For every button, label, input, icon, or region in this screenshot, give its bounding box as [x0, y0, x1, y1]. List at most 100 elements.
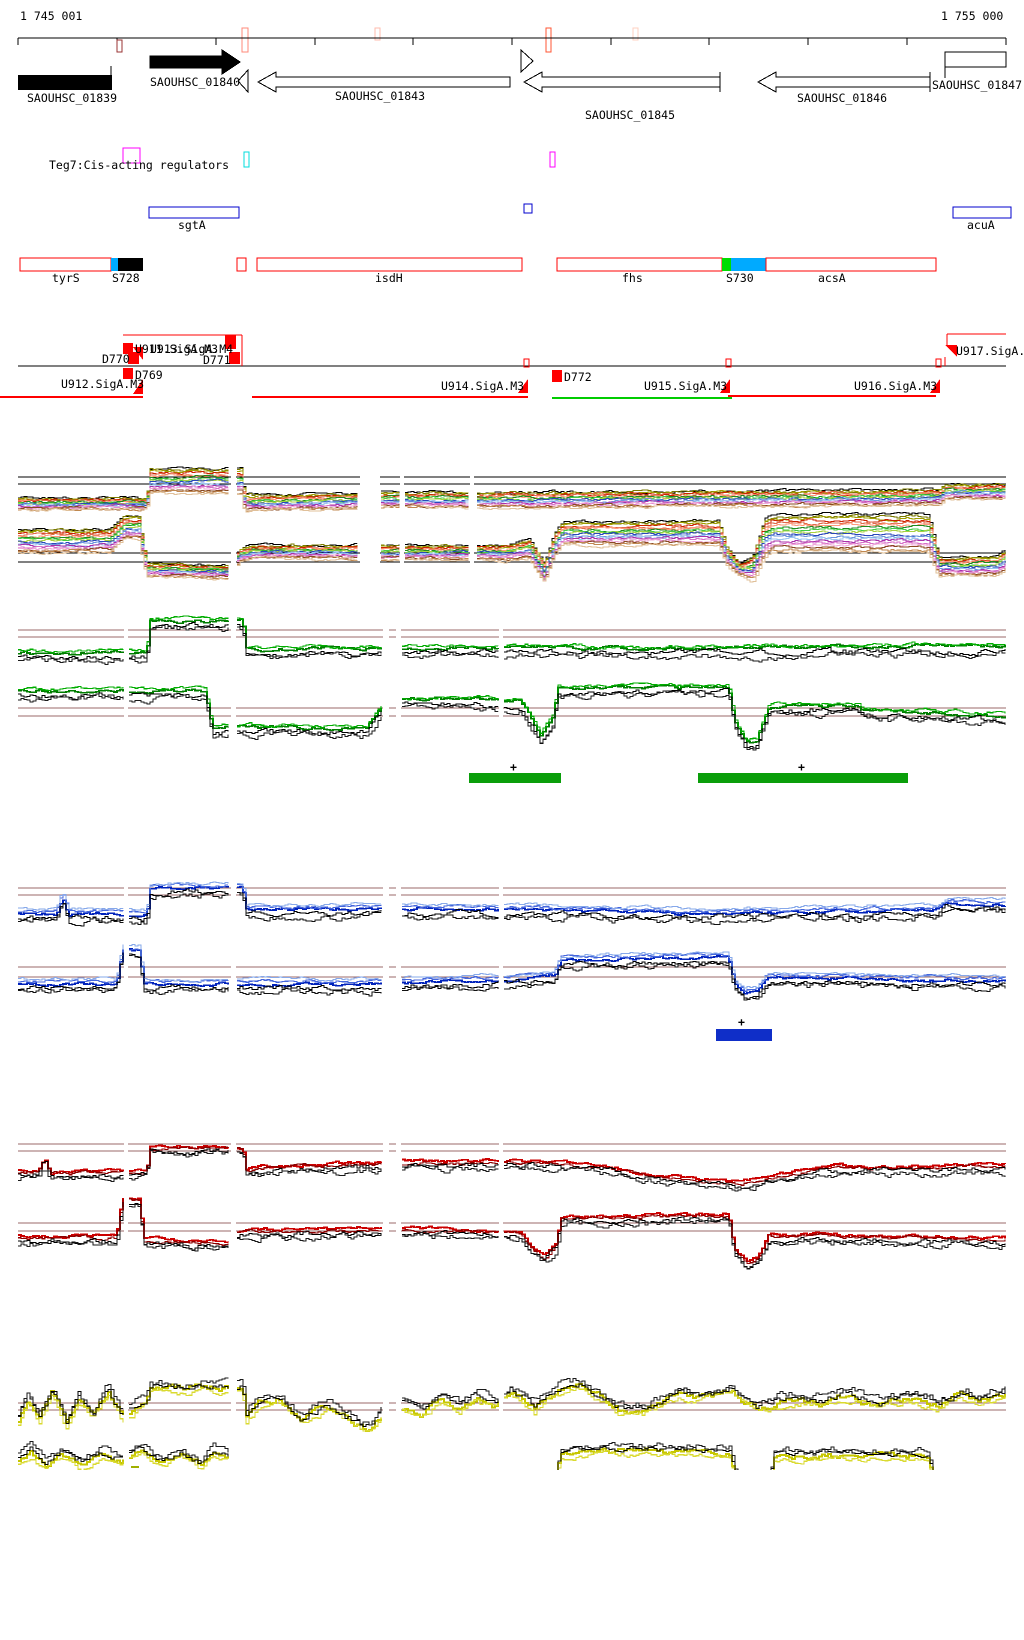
ruler-mark-2 [241, 27, 249, 53]
enriched-bar-green-1 [469, 773, 561, 783]
track-yellow-minus-series-3 [237, 1471, 381, 1479]
track-blue-plus-series-3 [18, 903, 124, 922]
track-green-plus-series-1 [237, 617, 382, 650]
track-yellow-plus [18, 1377, 1006, 1432]
track-red-plus [18, 1143, 1006, 1192]
track-blue-plus [18, 881, 1006, 927]
track-green-minus-series-1 [18, 685, 124, 692]
track-red-plus-series-3 [18, 1170, 124, 1182]
track-red-plus-series-3 [402, 1164, 499, 1174]
enriched-bar-green-2 [698, 773, 908, 783]
track-green-minus-series-3 [237, 717, 382, 740]
track-blue-minus-series-2 [129, 944, 228, 983]
gene-label-acuA: acuA [967, 218, 995, 232]
enriched-plus-label-1: + [510, 760, 517, 774]
ruler-mark-4 [545, 27, 552, 53]
gene-label-01839: SAOUHSC_01839 [27, 91, 118, 105]
track-yellow-minus-series-2 [18, 1446, 123, 1465]
track-all-minus-series-2 [477, 515, 1006, 566]
track-green-plus-series-1 [129, 615, 229, 652]
track-blue-minus-series-2 [237, 975, 382, 982]
promoter-label-u913: U913.SigA.M4 [150, 342, 234, 356]
track-red-plus-series-1 [18, 1160, 124, 1176]
gene-01843-arrow [256, 71, 511, 93]
track-blue-plus-series-4 [18, 903, 124, 927]
track-blue-minus-series-4 [237, 987, 382, 997]
track-blue-minus [18, 944, 1006, 1001]
track-green-plus-series-2 [504, 647, 1006, 657]
track-yellow-plus-series-2 [18, 1389, 124, 1424]
track-blue-plus-series-3 [129, 888, 229, 922]
track-red-plus-series-3 [504, 1166, 1006, 1192]
track-green-minus-series-1 [402, 695, 499, 701]
promoter-u912-flag [133, 379, 143, 394]
track-blue-plus-series-4 [402, 914, 499, 921]
enriched-plus-label-3: + [738, 1015, 745, 1029]
track-all-plus-series-14 [405, 502, 469, 507]
green-seg [722, 258, 731, 271]
track-yellow-plus-series-1 [402, 1398, 499, 1418]
track-blue-minus-series-0 [504, 955, 1006, 995]
gene-acuA-box [952, 206, 1012, 219]
track-blue-plus-series-0 [504, 901, 1006, 916]
track-blue-plus-series-2 [129, 881, 229, 911]
track-blue-minus-series-0 [129, 948, 229, 988]
gene-label-S728: S728 [112, 271, 140, 285]
track-blue-plus-series-2 [504, 896, 1006, 911]
promoter-u914-flag [518, 379, 528, 393]
track-green-plus-series-3 [18, 655, 124, 665]
track-blue-minus-series-2 [18, 944, 124, 981]
track-yellow-plus-series-3 [18, 1384, 124, 1421]
track-blue-minus-series-3 [237, 984, 382, 991]
track-yellow-plus-series-2 [402, 1392, 499, 1410]
track-red-minus-series-3 [129, 1204, 229, 1252]
track-red-plus-series-1 [504, 1160, 1006, 1186]
blue-small-box [523, 203, 533, 214]
track-green-plus-series-3 [504, 650, 1006, 663]
track-yellow-minus-series-0 [237, 1480, 381, 1487]
enriched-bar-blue [716, 1029, 772, 1041]
track-yellow-minus-series-3 [129, 1442, 229, 1463]
srna-S730-box [731, 258, 766, 271]
gene-01846-arrow [756, 71, 931, 93]
track-blue-plus-series-0 [18, 899, 124, 917]
track-yellow-minus-series-1 [18, 1457, 124, 1470]
track-blue-plus-series-4 [237, 892, 382, 922]
gene-label-01846: SAOUHSC_01846 [797, 91, 888, 105]
track-green-minus [18, 682, 1006, 751]
terminator-label-d772: D772 [564, 370, 592, 384]
gene-01845-arrow [522, 71, 721, 93]
track-red-minus-series-1 [402, 1229, 499, 1234]
track-blue-plus-series-4 [504, 907, 1006, 926]
track-all-minus-series-17 [405, 558, 469, 562]
track-yellow-plus-series-0 [18, 1389, 124, 1424]
track-all-plus-series-8 [405, 497, 469, 501]
track-yellow-minus-series-1 [402, 1484, 498, 1490]
track-green-plus-series-2 [237, 624, 382, 658]
track-all-minus-series-17 [381, 558, 400, 562]
track-blue-minus-series-2 [504, 951, 1006, 989]
track-all-plus-series-6 [405, 495, 469, 500]
track-yellow-minus-series-0 [557, 1447, 934, 1470]
gene-label-fhs: fhs [622, 271, 643, 285]
promoter-label-u917: U917.SigA.M3 [956, 344, 1024, 358]
track-all-minus-series-6 [18, 523, 229, 571]
track-green-minus-series-3 [504, 690, 1006, 751]
gene-label-01847: SAOUHSC_01847 [932, 78, 1023, 92]
track-all-plus-series-17 [405, 504, 469, 510]
promoter-u915-pole [725, 358, 732, 368]
track-yellow-minus-series-2 [129, 1445, 229, 1464]
track-all-plus-series-10 [381, 500, 400, 503]
regulator-box-2 [243, 151, 250, 168]
ruler-mark-3 [374, 27, 381, 41]
track-yellow-plus-series-2 [129, 1383, 229, 1409]
track-yellow-plus-series-1 [237, 1389, 382, 1432]
gene-label-S730: S730 [726, 271, 754, 285]
track-all-minus-series-15 [381, 555, 399, 558]
track-yellow-plus-series-3 [504, 1377, 1006, 1410]
track-green-plus-series-3 [129, 624, 229, 664]
track-green-minus-series-0 [504, 684, 1006, 744]
gene-fhs-box [556, 257, 723, 272]
gene-01840-arrow [149, 49, 241, 75]
